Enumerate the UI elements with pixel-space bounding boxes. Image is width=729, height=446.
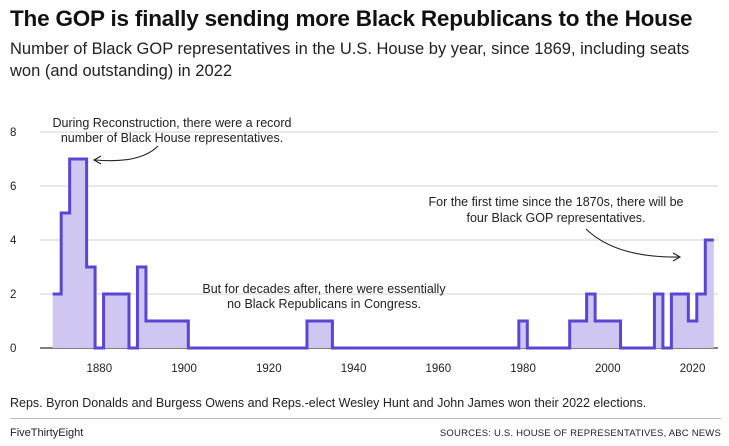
annotation-arrow-reconstruction: [94, 145, 159, 162]
data-step-1979: [519, 321, 527, 348]
brand-label: FiveThirtyEight: [10, 427, 84, 439]
series-fill: [52, 159, 714, 348]
x-axis-ticks: 1880 1900 1920 1940 1960 1980 2000 2020: [87, 363, 706, 375]
data-step-2011: [654, 294, 662, 348]
annotation-decades-after-line-1: But for decades after, there were essent…: [202, 282, 446, 296]
data-step-1891: [146, 321, 188, 348]
y-tick-label-1: 2: [10, 289, 16, 301]
data-step-1871: [61, 213, 69, 348]
data-step-2021: [697, 294, 705, 348]
data-step-1889: [137, 267, 145, 348]
series-area: [52, 157, 714, 350]
annotation-reconstruction-line-1: During Reconstruction, there were a reco…: [52, 116, 291, 130]
data-step-1929: [307, 321, 332, 348]
data-step-1991: [570, 321, 587, 348]
y-tick-label-0: 0: [10, 343, 16, 355]
x-tick-label-2: 1920: [256, 363, 282, 375]
data-step-1869: [53, 294, 61, 348]
y-tick-label-4: 8: [10, 127, 16, 139]
x-tick-label-5: 1980: [510, 363, 536, 375]
data-step-1881: [104, 294, 129, 348]
footer-divider: [10, 418, 721, 419]
data-step-2019: [688, 321, 696, 348]
annotation-arrowhead-reconstruction: [92, 155, 102, 165]
footnote: Reps. Byron Donalds and Burgess Owens an…: [10, 396, 647, 410]
chart-title: The GOP is finally sending more Black Re…: [10, 6, 693, 31]
x-tick-label-4: 1960: [426, 363, 452, 375]
data-step-1873: [70, 159, 87, 348]
x-tick-label-7: 2020: [680, 363, 706, 375]
source-label: SOURCES: U.S. HOUSE OF REPRESENTATIVES, …: [439, 428, 721, 439]
data-step-2015: [671, 294, 688, 348]
series-line: [52, 157, 714, 350]
annotation-decades-after-line-2: no Black Republicans in Congress.: [227, 297, 421, 311]
data-step-2023: [705, 240, 713, 348]
x-tick-label-0: 1880: [87, 363, 113, 375]
chart-subtitle: Number of Black GOP representatives in t…: [10, 40, 690, 80]
annotation-arrowhead-first-time: [672, 252, 682, 262]
y-tick-label-3: 6: [10, 181, 16, 193]
x-tick-label-3: 1940: [341, 363, 367, 375]
annotation-first-time-line-1: For the first time since the 1870s, ther…: [429, 195, 684, 209]
x-tick-label-1: 1900: [171, 363, 197, 375]
annotation-arrow-first-time: [585, 228, 680, 258]
x-tick-label-6: 2000: [595, 363, 621, 375]
annotation-first-time-line-2: four Black GOP representatives.: [466, 211, 645, 225]
data-step-1877: [87, 267, 95, 348]
data-step-1995: [587, 294, 595, 348]
annotation-reconstruction-line-2: number of Black House representatives.: [61, 131, 283, 145]
y-tick-label-2: 4: [10, 235, 17, 247]
annotations: During Reconstruction, there were a reco…: [52, 116, 683, 311]
data-step-1997: [595, 321, 620, 348]
